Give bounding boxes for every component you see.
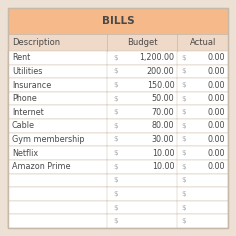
Bar [8, 119, 228, 133]
Text: 200.00: 200.00 [147, 67, 174, 76]
Text: $: $ [113, 177, 118, 183]
Bar [8, 160, 228, 173]
Bar [8, 105, 228, 119]
Text: $: $ [113, 109, 118, 115]
Text: $: $ [113, 82, 118, 88]
Text: 70.00: 70.00 [152, 108, 174, 117]
Text: Utilities: Utilities [12, 67, 42, 76]
Bar [8, 8, 228, 34]
Text: $: $ [113, 96, 118, 102]
Text: 30.00: 30.00 [152, 135, 174, 144]
Text: Phone: Phone [12, 94, 37, 103]
Text: 10.00: 10.00 [152, 162, 174, 171]
Bar [8, 78, 228, 92]
Text: 10.00: 10.00 [152, 149, 174, 158]
Text: $: $ [181, 218, 186, 224]
Bar [8, 34, 228, 51]
Text: Internet: Internet [12, 108, 44, 117]
Text: $: $ [181, 191, 186, 197]
Text: $: $ [113, 218, 118, 224]
Text: $: $ [181, 205, 186, 211]
Bar [8, 214, 228, 228]
Text: $: $ [181, 164, 186, 170]
Text: 0.00: 0.00 [207, 67, 225, 76]
Text: Budget: Budget [127, 38, 157, 47]
Text: 0.00: 0.00 [207, 162, 225, 171]
Text: $: $ [181, 55, 186, 61]
Text: $: $ [113, 205, 118, 211]
Text: $: $ [181, 150, 186, 156]
Text: $: $ [113, 55, 118, 61]
Bar [8, 187, 228, 201]
Text: 0.00: 0.00 [207, 94, 225, 103]
Text: 0.00: 0.00 [207, 149, 225, 158]
Bar [8, 51, 228, 65]
Text: $: $ [113, 164, 118, 170]
Text: $: $ [181, 123, 186, 129]
Bar [8, 201, 228, 214]
Text: Netflix: Netflix [12, 149, 38, 158]
Text: 0.00: 0.00 [207, 108, 225, 117]
Text: $: $ [113, 123, 118, 129]
Text: $: $ [113, 68, 118, 74]
Text: BILLS: BILLS [102, 16, 134, 26]
Bar [8, 92, 228, 105]
Text: $: $ [181, 82, 186, 88]
Text: 0.00: 0.00 [207, 80, 225, 89]
Text: $: $ [181, 96, 186, 102]
Text: Amazon Prime: Amazon Prime [12, 162, 71, 171]
Text: $: $ [181, 68, 186, 74]
Bar [8, 173, 228, 187]
Text: 1,200.00: 1,200.00 [139, 53, 174, 62]
Text: Actual: Actual [190, 38, 216, 47]
Bar [8, 65, 228, 78]
Bar [8, 133, 228, 146]
Text: 80.00: 80.00 [152, 121, 174, 130]
Text: $: $ [113, 136, 118, 143]
Text: $: $ [113, 150, 118, 156]
Text: $: $ [113, 191, 118, 197]
Text: 0.00: 0.00 [207, 53, 225, 62]
Text: Cable: Cable [12, 121, 35, 130]
Text: 0.00: 0.00 [207, 135, 225, 144]
Text: $: $ [181, 177, 186, 183]
Bar [8, 146, 228, 160]
Text: 150.00: 150.00 [147, 80, 174, 89]
Text: Insurance: Insurance [12, 80, 51, 89]
Text: $: $ [181, 136, 186, 143]
Text: Rent: Rent [12, 53, 30, 62]
Text: 50.00: 50.00 [152, 94, 174, 103]
Text: 0.00: 0.00 [207, 121, 225, 130]
Text: Description: Description [12, 38, 60, 47]
Text: Gym membership: Gym membership [12, 135, 84, 144]
Text: $: $ [181, 109, 186, 115]
